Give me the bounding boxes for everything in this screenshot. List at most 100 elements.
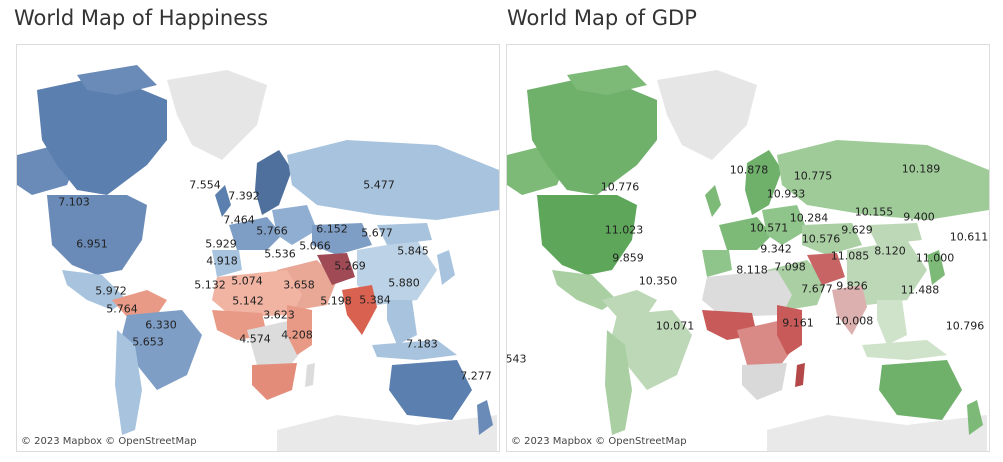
- panel-title: World Map of Happiness: [14, 6, 269, 30]
- map-label: 9.400: [903, 210, 935, 224]
- antarctica: [277, 415, 497, 451]
- gdp-map-shapes: [507, 65, 989, 451]
- west-europe: [229, 217, 282, 250]
- map-label: 5.972: [95, 284, 127, 298]
- mexico: [62, 270, 127, 310]
- map-label: 10.933: [766, 187, 806, 201]
- map-attribution[interactable]: © 2023 Mapbox © OpenStreetMap: [21, 436, 197, 447]
- map-label: 11.023: [604, 223, 644, 237]
- mexico: [552, 270, 617, 310]
- map-label: 5.142: [232, 294, 264, 308]
- map-label: 4.208: [281, 328, 313, 342]
- map-label: 5.269: [334, 259, 366, 273]
- north-africa: [212, 270, 302, 317]
- east-europe: [762, 205, 807, 245]
- map-label: 10.571: [749, 221, 789, 235]
- madagascar: [795, 363, 805, 387]
- australia: [879, 360, 962, 420]
- mongolia: [377, 223, 432, 245]
- usa: [537, 195, 637, 275]
- map-label: 7.183: [406, 337, 438, 351]
- north-africa: [702, 270, 792, 317]
- map-label: 10.776: [600, 180, 640, 194]
- kazakhstan: [802, 223, 862, 255]
- map-label: 6.330: [145, 318, 177, 332]
- japan: [927, 250, 945, 285]
- map-label: 9.859: [612, 251, 644, 265]
- map-label: 5.536: [264, 247, 296, 261]
- map-label: 10.155: [854, 205, 894, 219]
- china: [357, 240, 437, 305]
- new-zealand: [477, 400, 493, 435]
- map-attribution[interactable]: © 2023 Mapbox © OpenStreetMap: [511, 436, 687, 447]
- china: [847, 240, 927, 305]
- map-label: 10.284: [789, 211, 829, 225]
- map-label: 3.658: [283, 278, 315, 292]
- map-label: 5.477: [363, 178, 395, 192]
- map-label: 8.118: [736, 263, 768, 277]
- map-label: 5.653: [132, 335, 164, 349]
- iberia: [212, 250, 242, 277]
- map-label: 11.000: [915, 251, 955, 265]
- map-label: 7.554: [189, 178, 221, 192]
- map-label: 10.008: [834, 314, 874, 328]
- map-label: 11.085: [830, 249, 870, 263]
- map-label: 9.629: [841, 223, 873, 237]
- india: [832, 285, 867, 335]
- canada-north: [567, 65, 647, 95]
- madagascar: [305, 363, 315, 387]
- map-label: 10.350: [638, 274, 678, 288]
- canada: [37, 75, 167, 195]
- iran: [317, 253, 355, 285]
- map-label: 6.951: [76, 237, 108, 251]
- map-label: 5.677: [361, 226, 393, 240]
- map-label: 5.066: [299, 239, 331, 253]
- gdp-map[interactable]: 10.776 11.023 10.878 10.775 10.933 10.18…: [506, 44, 990, 452]
- map-label: 9.826: [836, 279, 868, 293]
- andes: [115, 330, 142, 435]
- map-label: 9.342: [760, 242, 792, 256]
- venezuela: [112, 290, 167, 317]
- map-label: 5.929: [205, 237, 237, 251]
- map-label: 7.392: [228, 189, 260, 203]
- venezuela: [602, 290, 657, 317]
- west-europe: [719, 217, 772, 250]
- map-label: 10.796: [945, 319, 985, 333]
- map-label: 10.576: [801, 232, 841, 246]
- uk: [705, 185, 721, 217]
- iberia: [702, 250, 732, 277]
- russia: [287, 140, 499, 220]
- iran: [807, 253, 845, 285]
- greenland: [657, 70, 757, 160]
- map-label: 7.677: [801, 282, 833, 296]
- map-label: 9.161: [782, 316, 814, 330]
- happiness-map[interactable]: 7.103 6.951 7.554 7.392 7.464 5.929 5.76…: [16, 44, 500, 452]
- map-label: 7.098: [774, 260, 806, 274]
- scandinavia: [255, 150, 292, 215]
- greenland: [167, 70, 267, 160]
- indonesia: [862, 340, 947, 360]
- map-label: 8.120: [874, 244, 906, 258]
- india: [342, 285, 377, 335]
- usa: [47, 195, 147, 275]
- brazil: [122, 310, 202, 390]
- kazakhstan: [312, 223, 372, 255]
- map-label: 7.464: [223, 213, 255, 227]
- map-label: 7.277: [460, 369, 492, 383]
- east-africa: [777, 305, 802, 355]
- indonesia: [372, 340, 457, 360]
- map-label: 4.918: [206, 254, 238, 268]
- map-label: 543: [506, 352, 527, 366]
- russia: [777, 140, 989, 220]
- map-label: 5.845: [397, 244, 429, 258]
- antarctica: [767, 415, 987, 451]
- map-label: 7.103: [58, 195, 90, 209]
- canada-north: [77, 65, 157, 95]
- map-label: 5.764: [106, 302, 138, 316]
- map-label: 10.611: [949, 230, 989, 244]
- map-label: 5.132: [194, 278, 226, 292]
- map-label: 5.074: [231, 274, 263, 288]
- south-africa: [742, 363, 787, 400]
- andes: [605, 330, 632, 435]
- map-label: 10.775: [793, 169, 833, 183]
